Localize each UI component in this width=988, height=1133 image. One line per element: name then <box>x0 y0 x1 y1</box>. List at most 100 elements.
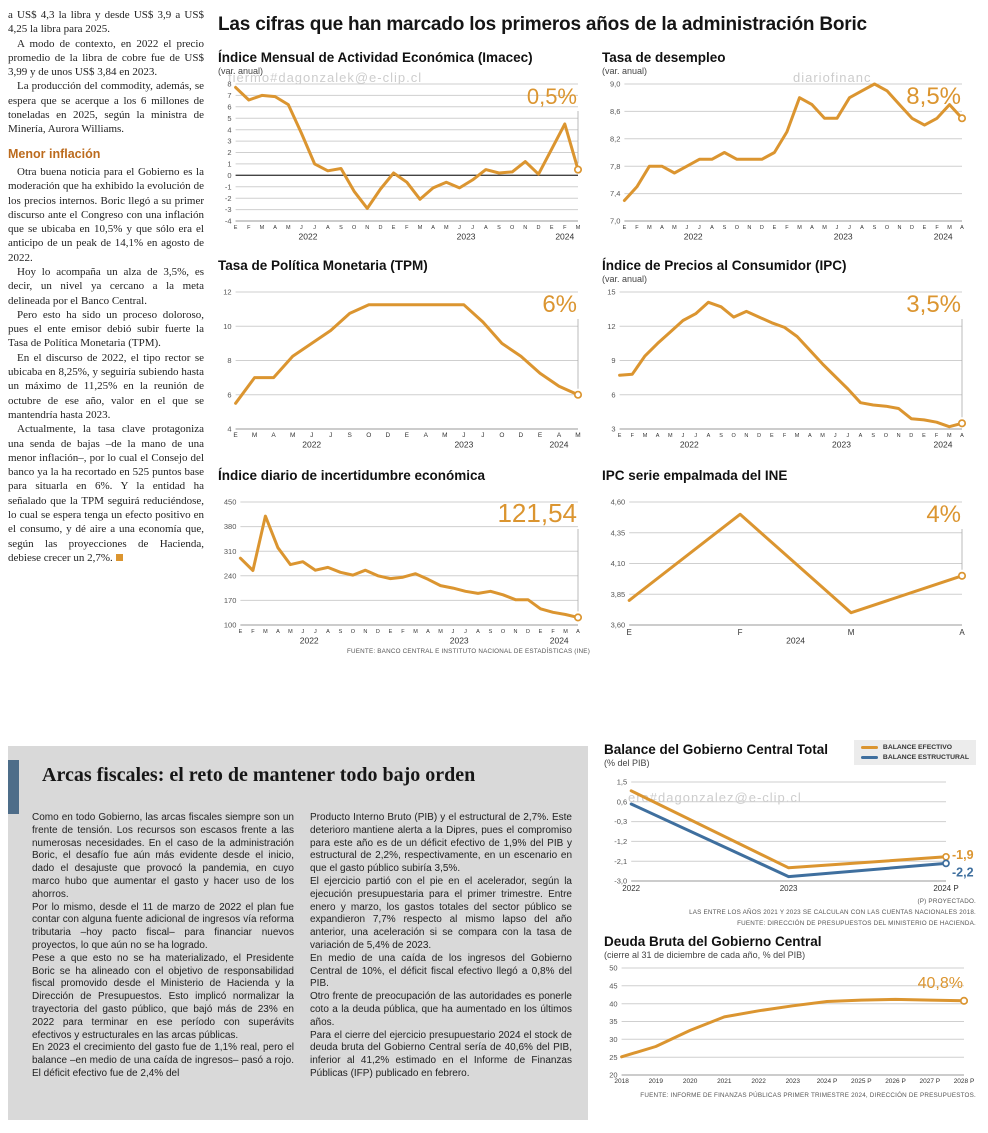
svg-text:380: 380 <box>224 522 237 531</box>
fiscal-column-2: Producto Interno Bruto (PIB) y el estruc… <box>310 812 572 1108</box>
svg-text:40,8%: 40,8% <box>918 975 963 992</box>
svg-text:J: J <box>481 432 484 439</box>
svg-text:2027 P: 2027 P <box>919 1078 940 1085</box>
svg-text:O: O <box>885 225 890 231</box>
svg-text:E: E <box>392 225 396 231</box>
svg-text:M: M <box>668 433 673 439</box>
svg-text:1,5: 1,5 <box>617 778 627 787</box>
svg-text:A: A <box>656 433 660 439</box>
balance-legend: BALANCE EFECTIVO BALANCE ESTRUCTURAL <box>853 740 976 765</box>
svg-text:N: N <box>897 433 901 439</box>
svg-text:O: O <box>732 433 737 439</box>
chart-source: FUENTE: INFORME DE FINANZAS PÚBLICAS PRI… <box>640 1092 976 1099</box>
svg-text:A: A <box>424 432 429 439</box>
svg-text:F: F <box>935 433 939 439</box>
svg-text:2026 P: 2026 P <box>885 1078 906 1085</box>
svg-text:O: O <box>499 432 504 439</box>
ipc-ine-chart-block: IPC serie empalmada del INE 4,60 4,35 4,10… <box>602 468 974 646</box>
svg-text:N: N <box>365 225 369 231</box>
article-paragraph: Otra buena noticia para el Gobierno es l… <box>8 165 204 264</box>
svg-text:E: E <box>539 629 543 635</box>
svg-text:O: O <box>366 432 371 439</box>
svg-text:A: A <box>276 629 280 635</box>
svg-text:2022: 2022 <box>299 232 318 242</box>
article-paragraph: a US$ 4,3 la libra y desde US$ 3,9 a US$… <box>8 9 204 36</box>
chart-source: FUENTE: BANCO CENTRAL E INSTITUTO NACION… <box>346 648 590 655</box>
accent-bar <box>8 760 19 814</box>
tpm-chart-block: Tasa de Política Monetaria (TPM) 12 10 8 6 4… <box>218 258 590 450</box>
svg-text:M: M <box>848 628 855 637</box>
fiscal-paragraph: En medio de una caída de los ingresos de… <box>310 952 572 990</box>
chart-subtitle: (cierre al 31 de diciembre de cada año, … <box>604 950 806 960</box>
svg-text:A: A <box>810 225 814 231</box>
debt-chart-block: Deuda Bruta del Gobierno Central (cierre… <box>604 934 976 1101</box>
svg-text:2022: 2022 <box>751 1078 766 1085</box>
svg-text:6%: 6% <box>542 291 577 318</box>
svg-text:M: M <box>290 432 295 439</box>
svg-text:A: A <box>326 629 330 635</box>
watermark: diariofinanc <box>793 70 872 85</box>
chart-title: IPC serie empalmada del INE <box>602 468 788 483</box>
svg-text:J: J <box>834 433 837 439</box>
chart-title: Tasa de desempleo <box>602 50 726 65</box>
svg-text:F: F <box>405 225 409 231</box>
svg-text:J: J <box>302 629 305 635</box>
svg-text:E: E <box>922 433 926 439</box>
svg-text:M: M <box>643 433 648 439</box>
svg-text:E: E <box>550 225 554 231</box>
svg-text:M: M <box>438 629 443 635</box>
chart-subtitle: (var. anual) <box>218 66 264 76</box>
svg-text:2023: 2023 <box>786 1078 801 1085</box>
svg-text:E: E <box>923 225 927 231</box>
chart-subtitle: (var. anual) <box>602 274 648 284</box>
svg-text:A: A <box>959 628 965 637</box>
svg-text:2021: 2021 <box>717 1078 732 1085</box>
svg-text:2023: 2023 <box>832 440 851 450</box>
svg-text:N: N <box>747 225 751 231</box>
svg-text:2020: 2020 <box>683 1078 698 1085</box>
svg-text:2022: 2022 <box>680 440 699 450</box>
svg-text:-3: -3 <box>225 205 232 214</box>
svg-text:S: S <box>871 433 875 439</box>
svg-text:F: F <box>551 629 555 635</box>
svg-text:0: 0 <box>227 171 231 180</box>
svg-text:M: M <box>797 225 802 231</box>
svg-text:35: 35 <box>609 1017 617 1026</box>
svg-text:2024 P: 2024 P <box>817 1078 838 1085</box>
svg-text:3,60: 3,60 <box>611 621 626 630</box>
svg-text:121,54: 121,54 <box>497 498 577 528</box>
svg-text:8,5%: 8,5% <box>906 83 961 110</box>
svg-text:S: S <box>348 432 353 439</box>
svg-text:J: J <box>836 225 839 231</box>
svg-text:2018: 2018 <box>614 1078 629 1085</box>
svg-text:2022: 2022 <box>302 440 321 450</box>
svg-text:A: A <box>860 225 864 231</box>
svg-text:2024: 2024 <box>786 636 805 646</box>
svg-text:J: J <box>848 225 851 231</box>
svg-text:F: F <box>785 225 789 231</box>
debt-chart: 50 45 40 35 30 25 20 2018 2019 2020 2021 2022 2023 20… <box>604 962 976 1090</box>
svg-text:D: D <box>376 629 380 635</box>
svg-text:F: F <box>738 628 743 637</box>
svg-text:8: 8 <box>227 356 231 365</box>
svg-text:M: M <box>947 433 952 439</box>
svg-text:6: 6 <box>611 390 615 399</box>
svg-text:A: A <box>576 629 580 635</box>
svg-text:7,0: 7,0 <box>610 217 620 226</box>
svg-text:2022: 2022 <box>622 884 640 893</box>
article-end-marker-icon <box>115 553 123 561</box>
svg-text:-3,0: -3,0 <box>614 877 627 886</box>
svg-text:A: A <box>557 432 562 439</box>
svg-text:3: 3 <box>611 425 615 434</box>
svg-text:M: M <box>260 225 265 231</box>
svg-text:N: N <box>898 225 902 231</box>
svg-text:2023: 2023 <box>454 440 473 450</box>
chart-footnote: (P) PROYECTADO. <box>917 898 976 905</box>
svg-text:M: M <box>563 629 568 635</box>
svg-text:2024: 2024 <box>550 440 569 450</box>
svg-text:D: D <box>909 433 913 439</box>
svg-text:J: J <box>686 225 689 231</box>
svg-text:0,6: 0,6 <box>617 797 627 806</box>
svg-text:D: D <box>760 225 764 231</box>
watermark: ero#dagonzalez@e-clip.cl <box>628 790 802 805</box>
